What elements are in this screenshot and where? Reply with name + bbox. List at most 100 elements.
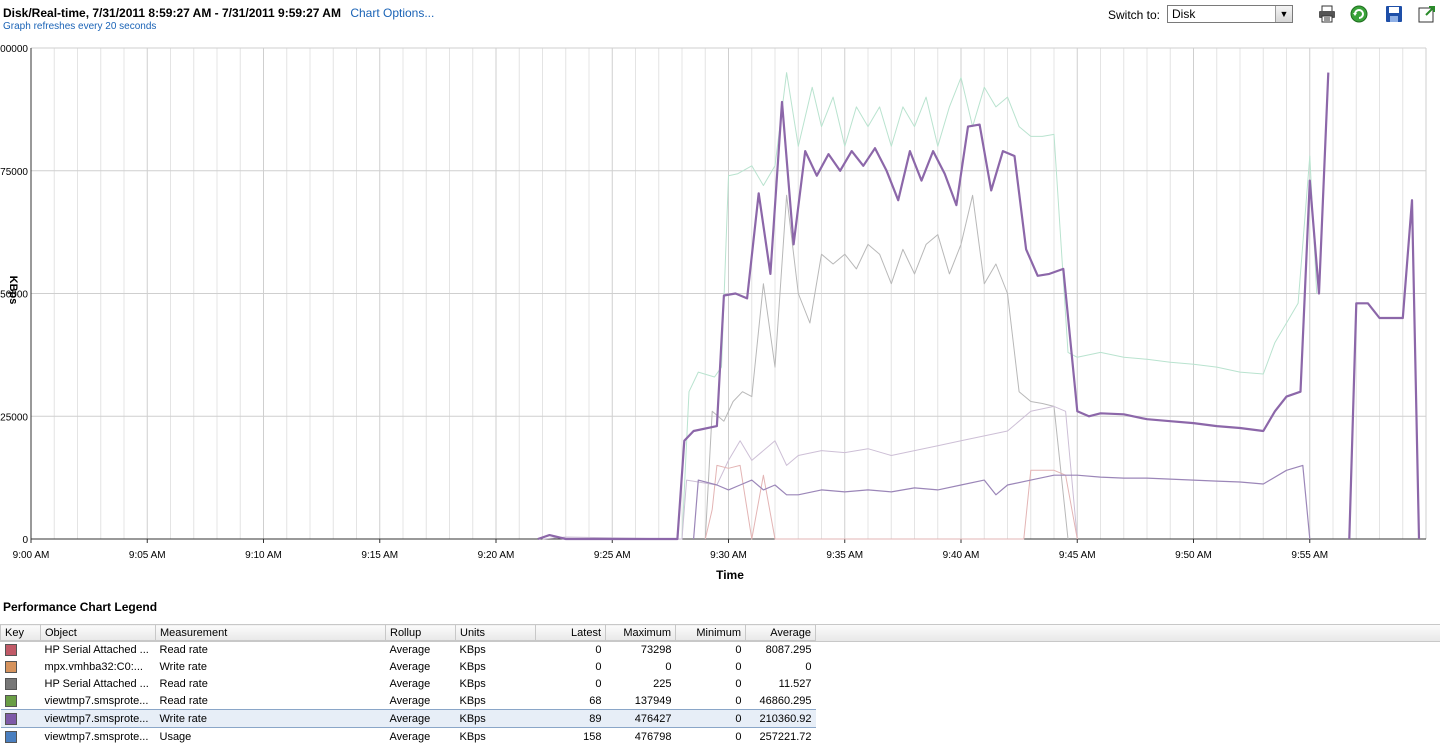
legend-cell-latest: 89 [535, 709, 606, 728]
legend-cell-maximum: 73298 [640, 643, 672, 656]
legend-col-rollup[interactable]: Rollup [385, 624, 456, 641]
legend-body: HP Serial Attached ... Read rate Average KB… [0, 641, 816, 746]
x-tick-label: 9:45 AM [1059, 550, 1096, 561]
legend-cell-rollup: Average [389, 730, 431, 743]
legend-cell-minimum: 0 [735, 694, 742, 707]
series-line-2 [542, 405, 1078, 540]
legend-key-cell [0, 709, 41, 728]
chart-options-link[interactable]: Chart Options... [350, 6, 435, 20]
legend-cell-average: 11.527 [778, 677, 812, 690]
legend-col-units[interactable]: Units [455, 624, 536, 641]
print-icon[interactable] [1318, 5, 1336, 23]
legend-col-measurement[interactable]: Measurement [155, 624, 386, 641]
legend-cell-latest: 0 [595, 677, 602, 690]
toolbar: Disk/Real-time, 7/31/2011 8:59:27 AM - 7… [0, 0, 1440, 40]
legend-row[interactable]: HP Serial Attached ... Read rate Average KB… [1, 641, 816, 659]
legend-col-maximum[interactable]: Maximum [605, 624, 676, 641]
popout-icon[interactable] [1418, 5, 1436, 23]
legend-cell-object: HP Serial Attached ... [44, 643, 149, 656]
legend-row[interactable]: viewtmp7.smsprote... Usage Average KBps 158 4… [1, 728, 816, 746]
chart-grid [30, 47, 1427, 540]
legend-cell-measurement: Usage [159, 730, 192, 743]
refresh-icon[interactable] [1350, 5, 1368, 23]
series-line-5 [537, 72, 1330, 541]
legend-swatch [4, 730, 17, 743]
x-tick-label: 9:50 AM [1175, 550, 1212, 561]
legend-cell-measurement: Write rate [159, 660, 207, 673]
save-icon[interactable] [1385, 5, 1403, 23]
x-tick-label: 9:35 AM [826, 550, 863, 561]
y-tick-label: 500000 [0, 44, 28, 55]
legend-key-cell [1, 675, 41, 692]
x-axis-ticks: 9:00 AM 9:05 AM 9:10 AM 9:15 AM 9:20 AM 9:25 … [13, 539, 1328, 561]
legend-key-cell [1, 658, 41, 675]
chart-title: Disk/Real-time, 7/31/2011 8:59:27 AM - 7… [3, 6, 434, 20]
legend-cell-units: KBps [459, 694, 486, 707]
legend-cell-maximum: 137949 [634, 694, 672, 707]
legend-cell-object: mpx.vmhba32:C0:... [44, 660, 143, 673]
x-tick-label: 9:30 AM [710, 550, 747, 561]
x-tick-label: 9:25 AM [594, 550, 631, 561]
x-tick-label: 9:55 AM [1291, 550, 1328, 561]
legend-cell-units: KBps [459, 730, 486, 743]
legend-cell-rollup: Average [389, 694, 431, 707]
legend-cell-average: 210360.92 [745, 709, 816, 728]
legend-cell-maximum: 476427 [605, 709, 676, 728]
legend-cell-maximum: 225 [653, 677, 672, 690]
legend-cell-measurement: Read rate [159, 677, 208, 690]
switch-to-select[interactable]: Disk ▼ [1167, 5, 1293, 23]
legend-header-row: Key Object Measurement Rollup Units Latest Max… [0, 624, 816, 641]
legend-swatch [4, 694, 17, 707]
legend-col-key[interactable]: Key [0, 624, 41, 641]
legend-row[interactable]: HP Serial Attached ... Read rate Average KB… [1, 675, 816, 692]
legend-cell-units: KBps [459, 643, 486, 656]
legend-col-object[interactable]: Object [40, 624, 156, 641]
legend-cell-measurement: Read rate [159, 694, 208, 707]
legend-row[interactable]: viewtmp7.smsprote... Write rate Average KBp… [0, 709, 816, 728]
legend-cell-measurement: Write rate [155, 709, 386, 728]
legend-col-minimum[interactable]: Minimum [675, 624, 746, 641]
legend-swatch [4, 712, 17, 725]
series-line-6 [1348, 199, 1421, 540]
legend-swatch [4, 677, 17, 690]
chart-series [537, 72, 1421, 541]
switch-to-label: Switch to: [1108, 8, 1161, 22]
legend-cell-minimum: 0 [735, 643, 742, 656]
legend-cell-minimum: 0 [735, 677, 742, 690]
legend-col-latest[interactable]: Latest [535, 624, 606, 641]
legend-cell-object: HP Serial Attached ... [44, 677, 149, 690]
x-tick-label: 9:00 AM [13, 550, 50, 561]
legend-cell-rollup: Average [389, 643, 431, 656]
chart-title-text: Disk/Real-time, 7/31/2011 8:59:27 AM - 7… [3, 6, 341, 20]
legend-cell-units: KBps [455, 709, 536, 728]
legend-cell-latest: 0 [595, 660, 602, 673]
x-tick-label: 9:10 AM [245, 550, 282, 561]
legend-cell-latest: 68 [589, 694, 602, 707]
legend-title: Performance Chart Legend [3, 600, 158, 614]
legend-cell-rollup: Average [385, 709, 456, 728]
legend-table-wrap: Key Object Measurement Rollup Units Latest Max… [0, 624, 1440, 745]
legend-cell-object: viewtmp7.smsprote... [40, 709, 156, 728]
legend-row[interactable]: viewtmp7.smsprote... Read rate Average KBps… [1, 692, 816, 710]
legend-cell-object: viewtmp7.smsprote... [44, 694, 149, 707]
x-tick-label: 9:20 AM [478, 550, 515, 561]
legend-col-average[interactable]: Average [745, 624, 816, 641]
legend-cell-average: 257221.72 [759, 730, 812, 743]
x-tick-label: 9:15 AM [361, 550, 398, 561]
legend-row[interactable]: mpx.vmhba32:C0:... Write rate Average KBps 0… [1, 658, 816, 675]
y-tick-label: 375000 [0, 167, 28, 178]
legend-key-cell [1, 641, 41, 659]
legend-cell-measurement: Read rate [159, 643, 208, 656]
legend-cell-rollup: Average [389, 660, 431, 673]
legend-key-cell [1, 728, 41, 746]
legend-cell-minimum: 0 [675, 709, 746, 728]
legend-cell-latest: 158 [583, 730, 602, 743]
legend-table: Key Object Measurement Rollup Units Latest Max… [0, 624, 816, 745]
series-line-0 [681, 72, 1318, 540]
legend-cell-average: 46860.295 [759, 694, 812, 707]
chevron-down-icon[interactable]: ▼ [1275, 6, 1292, 22]
legend-cell-object: viewtmp7.smsprote... [44, 730, 149, 743]
